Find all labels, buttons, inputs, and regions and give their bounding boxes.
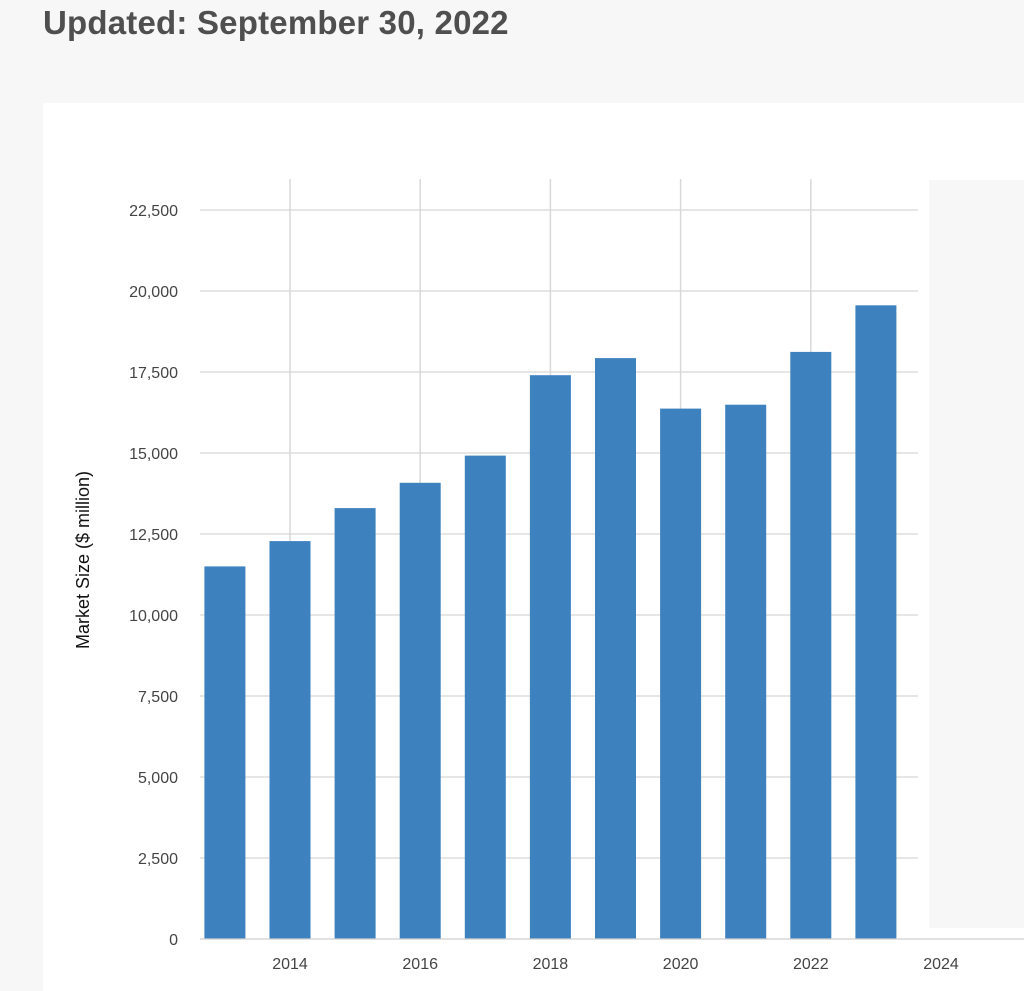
y-tick-label: 20,000 bbox=[129, 284, 178, 301]
y-tick-labels: 0 2,500 5,000 7,500 10,000 12,500 15,000 17,500… bbox=[129, 203, 178, 949]
bar-2023 bbox=[855, 305, 897, 939]
y-tick-label: 5,000 bbox=[138, 770, 178, 787]
bar-2013 bbox=[204, 566, 246, 939]
x-tick-label: 2024 bbox=[923, 956, 959, 973]
y-axis-title: Market Size ($ million) bbox=[73, 471, 93, 649]
bar-chart: 0 2,500 5,000 7,500 10,000 12,500 15,000 17,500… bbox=[73, 179, 1024, 973]
x-tick-label: 2022 bbox=[793, 956, 829, 973]
y-tick-label: 7,500 bbox=[138, 689, 178, 706]
x-tick-label: 2014 bbox=[272, 956, 308, 973]
bar-2014 bbox=[269, 541, 311, 939]
bar-2015 bbox=[334, 508, 376, 939]
x-tick-labels: 2014 2016 2018 2020 2022 2024 bbox=[272, 956, 959, 973]
bar-2016 bbox=[399, 482, 441, 939]
y-tick-label: 2,500 bbox=[138, 851, 178, 868]
y-tick-label: 10,000 bbox=[129, 608, 178, 625]
y-tick-label: 15,000 bbox=[129, 446, 178, 463]
bar-2019 bbox=[595, 358, 636, 940]
y-tick-label: 17,500 bbox=[129, 365, 178, 382]
bar-2020 bbox=[660, 408, 702, 940]
x-tick-label: 2016 bbox=[402, 956, 438, 973]
bar-2021 bbox=[725, 404, 767, 939]
side-panel bbox=[929, 180, 1024, 928]
chart-side-panel bbox=[929, 180, 1024, 928]
chart-card: 0 2,500 5,000 7,500 10,000 12,500 15,000 17,500… bbox=[43, 103, 1024, 991]
bar-2018 bbox=[529, 375, 571, 939]
bar-2022 bbox=[790, 351, 832, 939]
bars bbox=[204, 305, 897, 940]
y-tick-label: 22,500 bbox=[129, 203, 178, 220]
x-tick-label: 2018 bbox=[533, 956, 569, 973]
y-tick-label: 12,500 bbox=[129, 527, 178, 544]
x-tick-label: 2020 bbox=[663, 956, 699, 973]
y-tick-label: 0 bbox=[169, 932, 178, 949]
bar-2017 bbox=[464, 455, 506, 939]
page-title: Updated: September 30, 2022 bbox=[43, 4, 509, 41]
